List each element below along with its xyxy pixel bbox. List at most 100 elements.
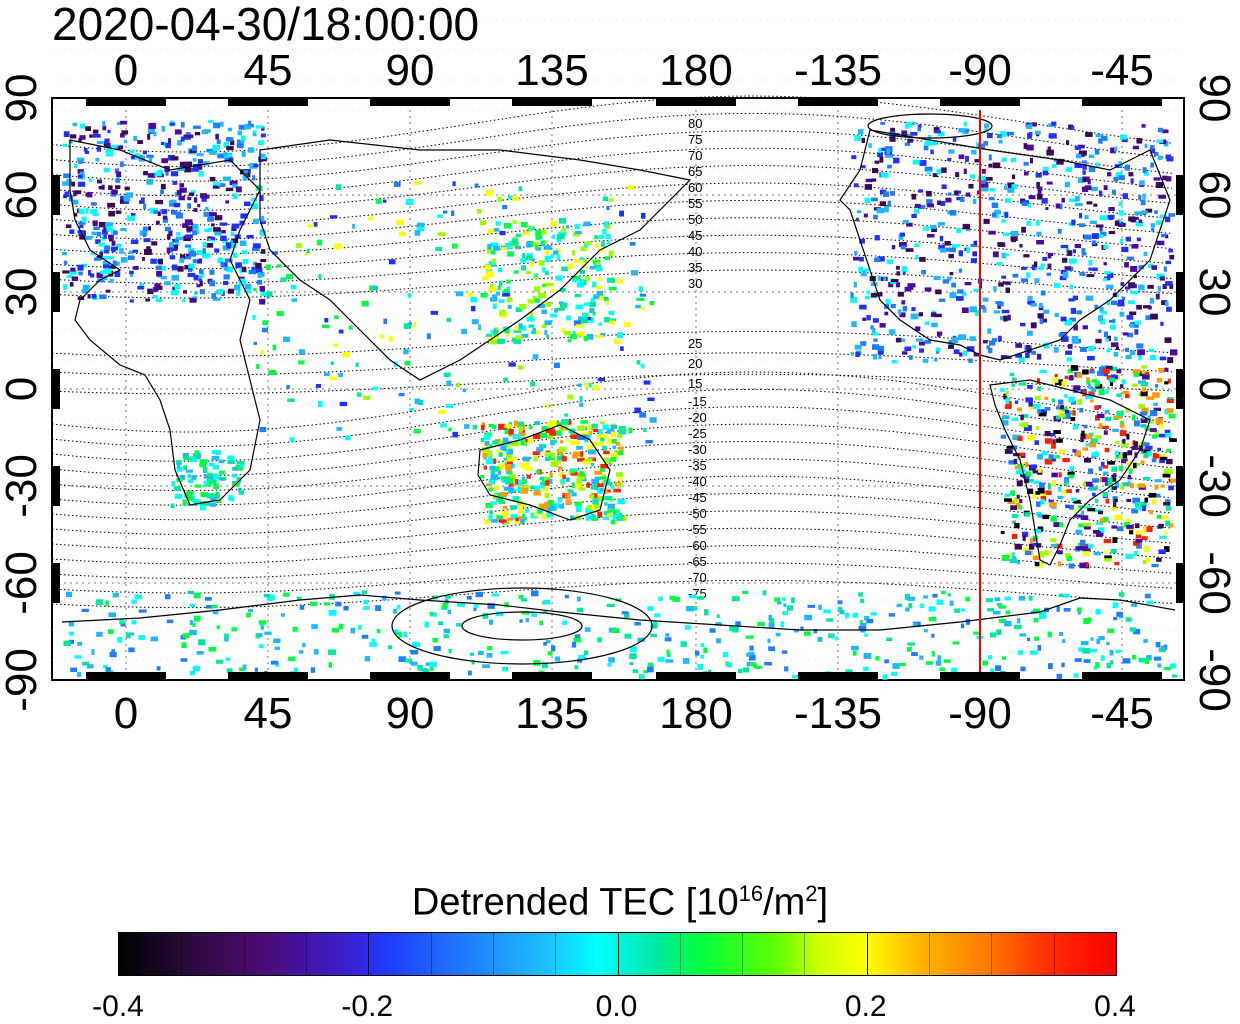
tec-cell — [1135, 221, 1144, 227]
tec-cell — [686, 606, 694, 612]
tec-cell — [923, 145, 929, 151]
tec-cell — [225, 187, 234, 192]
tec-cell — [1105, 416, 1111, 422]
tec-cell — [1106, 335, 1111, 341]
tec-cell — [573, 259, 581, 263]
tec-cell — [330, 361, 334, 366]
tec-cell — [487, 456, 493, 461]
tec-cell — [1121, 246, 1129, 253]
tec-cell — [851, 645, 859, 651]
tec-cell — [571, 641, 577, 648]
tec-cell — [108, 185, 113, 190]
tec-cell — [201, 195, 207, 202]
tec-cell — [990, 668, 995, 673]
tec-cell — [640, 306, 646, 310]
tec-cell — [518, 365, 524, 370]
tec-cell — [528, 324, 535, 328]
tec-cell — [231, 238, 239, 243]
tec-cell — [247, 147, 255, 153]
tec-cell — [695, 650, 700, 656]
tec-cell — [133, 136, 138, 141]
tec-cell — [1015, 343, 1023, 348]
tec-cell — [252, 243, 261, 249]
lon-tick-label-top: 90 — [386, 46, 435, 95]
tec-cell — [1010, 230, 1019, 237]
tec-cell — [851, 155, 857, 160]
tec-cell — [768, 621, 775, 628]
tec-cell — [482, 447, 490, 453]
tick-bar — [228, 98, 308, 106]
tec-cell — [177, 167, 185, 172]
tec-cell — [1001, 309, 1010, 314]
tec-cell — [78, 158, 84, 164]
tec-cell — [144, 249, 152, 255]
tec-cell — [647, 397, 655, 401]
tec-cell — [982, 340, 988, 344]
tec-cell — [1091, 452, 1100, 457]
tec-cell — [211, 293, 217, 299]
tec-cell — [1047, 263, 1052, 269]
tec-cell — [968, 184, 974, 189]
tick-bar — [52, 369, 60, 409]
tec-cell — [530, 381, 536, 387]
tec-cell — [417, 399, 424, 405]
tec-cell — [224, 633, 229, 639]
tec-cell — [1117, 303, 1125, 307]
tec-cell — [610, 431, 616, 437]
tec-cell — [484, 441, 490, 446]
tec-cell — [323, 372, 330, 377]
tec-cell — [1034, 529, 1042, 534]
tec-cell — [1125, 407, 1131, 413]
tec-cell — [151, 241, 158, 246]
tec-cell — [596, 435, 604, 440]
tec-cell — [1166, 448, 1172, 453]
tec-cell — [1158, 549, 1166, 554]
tec-cell — [575, 223, 580, 230]
tec-cell — [1149, 428, 1157, 432]
tec-cell — [1119, 311, 1125, 317]
tec-cell — [102, 121, 106, 127]
tec-cell — [862, 270, 866, 276]
tec-cell — [482, 276, 489, 281]
tec-cell — [1064, 394, 1068, 398]
tec-cell — [203, 467, 208, 473]
tec-cell — [987, 328, 992, 334]
tec-cell — [339, 401, 348, 407]
tec-cell — [599, 234, 604, 239]
tec-cell — [574, 483, 582, 489]
tec-cell — [503, 457, 508, 461]
tec-cell — [490, 474, 499, 480]
tec-cell — [1138, 483, 1146, 488]
tec-cell — [545, 457, 550, 462]
tec-cell — [217, 257, 223, 264]
tec-cell — [518, 325, 526, 331]
tec-cell — [938, 244, 945, 250]
tec-cell — [1165, 154, 1172, 159]
tec-cell — [998, 605, 1007, 609]
tec-cell — [176, 232, 181, 236]
tec-cell — [1052, 439, 1056, 444]
tec-cell — [422, 669, 430, 674]
tec-cell — [518, 436, 526, 441]
tec-cell — [214, 215, 223, 221]
tec-cell — [203, 211, 208, 217]
tec-cell — [146, 246, 151, 251]
tec-cell — [179, 474, 185, 480]
tec-cell — [209, 176, 216, 182]
tec-cell — [1131, 244, 1139, 249]
tec-cell — [154, 171, 162, 177]
tec-cell — [1036, 378, 1041, 384]
tec-cell — [484, 264, 492, 271]
tec-cell — [585, 510, 594, 514]
tec-cell — [1128, 172, 1134, 177]
tec-cell — [1098, 389, 1105, 396]
tec-cell — [896, 271, 901, 276]
tec-cell — [783, 603, 787, 608]
tec-cell — [566, 315, 571, 321]
tec-cell — [589, 308, 595, 313]
tec-cell — [599, 294, 606, 301]
tec-cell — [213, 122, 221, 129]
tec-cell — [604, 502, 608, 506]
contour-line — [51, 330, 1173, 358]
tec-cell — [498, 500, 505, 504]
